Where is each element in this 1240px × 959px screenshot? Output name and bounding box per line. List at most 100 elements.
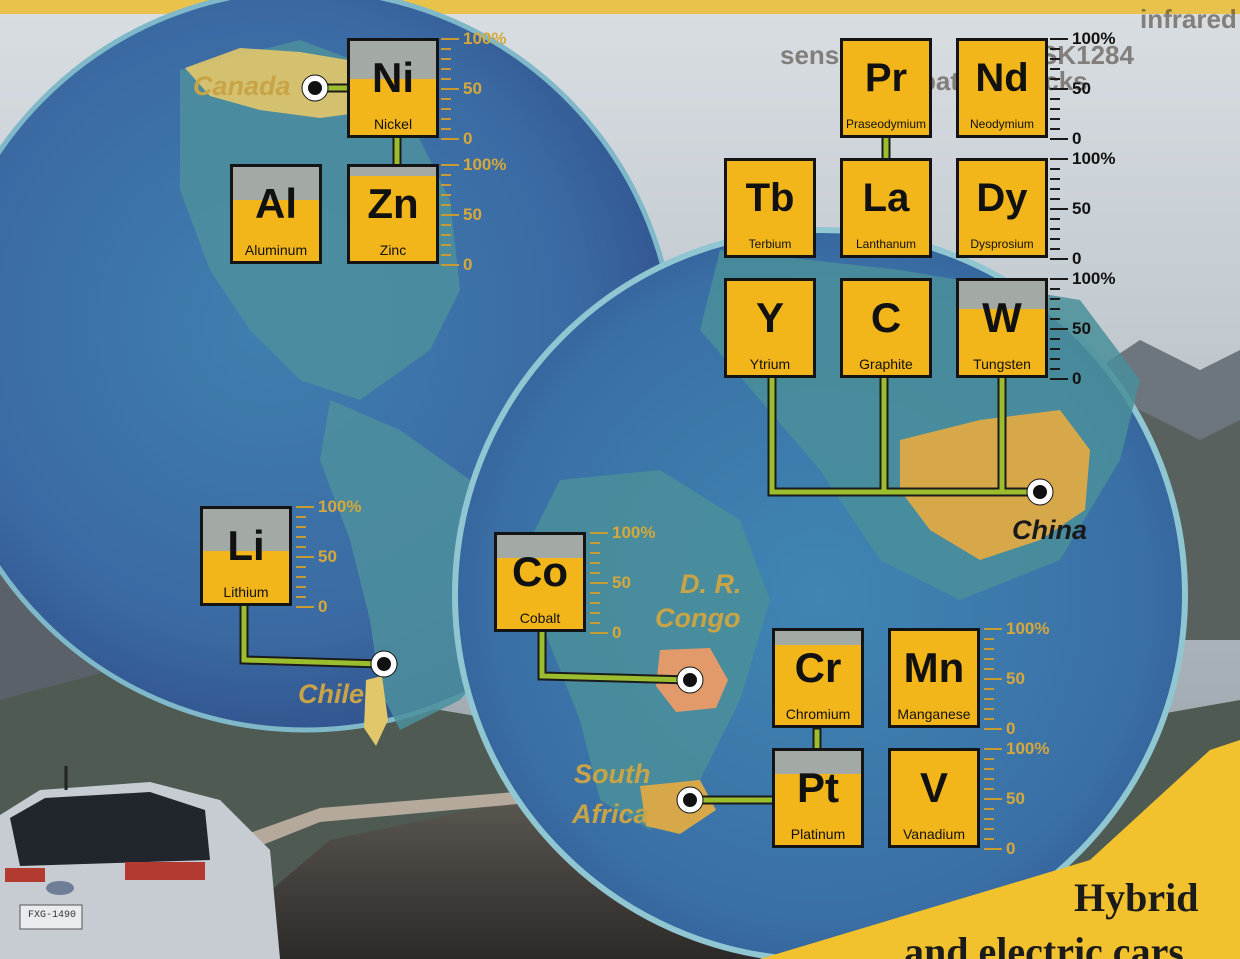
scale-label-mid: 50 — [1072, 199, 1091, 218]
scale-label-mid: 50 — [612, 573, 631, 592]
percent-scale — [1050, 278, 1070, 380]
scale-tick — [984, 818, 994, 820]
scale-tick — [984, 698, 994, 700]
element-name: Graphite — [859, 356, 913, 372]
scale-tick — [590, 572, 600, 574]
scale-label-mid: 50 — [463, 79, 482, 98]
scale-tick — [1050, 168, 1060, 170]
scale-tick — [296, 606, 314, 608]
scale-tick — [296, 566, 306, 568]
scale-label-mid: 50 — [1006, 669, 1025, 688]
scale-label-top: 100% — [1072, 149, 1116, 168]
scale-tick — [1050, 208, 1068, 210]
scale-tick — [590, 592, 600, 594]
element-card-zn: Zn Zinc — [347, 164, 439, 264]
percent-scale — [1050, 38, 1070, 140]
percent-scale — [296, 506, 316, 608]
scale-tick — [1050, 238, 1060, 240]
fill-level — [959, 41, 1045, 135]
scale-tick — [1050, 328, 1068, 330]
element-card-tb: Tb Terbium — [724, 158, 816, 258]
element-symbol: Tb — [745, 176, 795, 220]
element-card-la: La Lanthanum — [840, 158, 932, 258]
element-card-pt: Pt Platinum — [772, 748, 864, 848]
unfilled-portion — [350, 167, 436, 176]
scale-label-top: 100% — [1006, 619, 1050, 638]
country-label-china: China — [1012, 515, 1088, 545]
scale-tick — [1050, 68, 1060, 70]
scale-tick — [1050, 98, 1060, 100]
scale-tick — [1050, 58, 1060, 60]
scale-label-bottom: 0 — [1072, 129, 1082, 148]
element-name: Praseodymium — [845, 117, 927, 131]
scale-tick — [1050, 158, 1068, 160]
fill-level — [959, 309, 1045, 375]
scale-tick — [984, 838, 994, 840]
scale-tick — [984, 628, 1002, 630]
scale-tick — [441, 108, 451, 110]
fill-level — [203, 551, 289, 603]
scale-tick — [1050, 118, 1060, 120]
banner-line-1: Hybrid — [1074, 875, 1199, 920]
country-label-sa-line2: Africa — [572, 799, 649, 829]
car — [0, 766, 280, 959]
element-card-co: Co Cobalt — [494, 532, 586, 632]
scale-tick — [984, 728, 1002, 730]
scale-tick — [1050, 48, 1060, 50]
fill-level — [775, 774, 861, 845]
element-symbol: Al — [255, 180, 297, 227]
scale-tick — [1050, 278, 1068, 280]
scale-tick — [1050, 198, 1060, 200]
element-card-pr: Pr Praseodymium — [840, 38, 932, 138]
scale-tick — [1050, 258, 1068, 260]
scale-label-bottom: 0 — [463, 129, 473, 148]
scale-tick — [984, 658, 994, 660]
element-name: Lanthanum — [855, 237, 917, 251]
scale-tick — [984, 768, 994, 770]
scale-tick — [441, 48, 451, 50]
fill-level — [959, 161, 1045, 255]
percent-scale — [441, 38, 461, 140]
scale-tick — [1050, 368, 1060, 370]
element-card-cr: Cr Chromium — [772, 628, 864, 728]
scale-label-top: 100% — [612, 523, 656, 542]
country-label-sa-line1: South — [574, 759, 651, 789]
scale-tick — [441, 244, 451, 246]
scale-tick — [441, 58, 451, 60]
unfilled-portion — [775, 751, 861, 775]
element-name: Tungsten — [973, 356, 1031, 372]
scale-tick — [296, 506, 314, 508]
scale-tick — [1050, 38, 1068, 40]
unfilled-portion — [775, 631, 861, 645]
element-symbol: Pr — [864, 56, 908, 100]
country-label-canada: Canada — [193, 71, 291, 101]
scale-tick — [590, 532, 608, 534]
scale-tick — [590, 612, 600, 614]
scale-tick — [984, 748, 1002, 750]
fill-level — [775, 645, 861, 725]
unfilled-portion — [203, 509, 289, 551]
scale-label-bottom: 0 — [612, 623, 622, 642]
unfilled-portion — [233, 167, 319, 200]
scale-tick — [984, 718, 994, 720]
scale-tick — [984, 648, 994, 650]
scale-tick — [984, 638, 994, 640]
scale-tick — [441, 88, 459, 90]
percent-scale — [984, 628, 1004, 730]
element-card-ni: Ni Nickel — [347, 38, 439, 138]
fill-level — [727, 281, 813, 375]
scale-tick — [1050, 348, 1060, 350]
percent-scale — [441, 164, 461, 266]
percent-scale — [590, 532, 610, 634]
scale-tick — [1050, 138, 1068, 140]
scale-tick — [984, 758, 994, 760]
element-card-nd: Nd Neodymium — [956, 38, 1048, 138]
element-symbol: Mn — [903, 644, 965, 691]
scale-tick — [590, 562, 600, 564]
scale-tick — [441, 98, 451, 100]
scale-tick — [441, 138, 459, 140]
scale-label-bottom: 0 — [1072, 249, 1082, 268]
element-name: Zinc — [379, 242, 407, 258]
element-card-mn: Mn Manganese — [888, 628, 980, 728]
element-name: Ytrium — [749, 356, 791, 372]
